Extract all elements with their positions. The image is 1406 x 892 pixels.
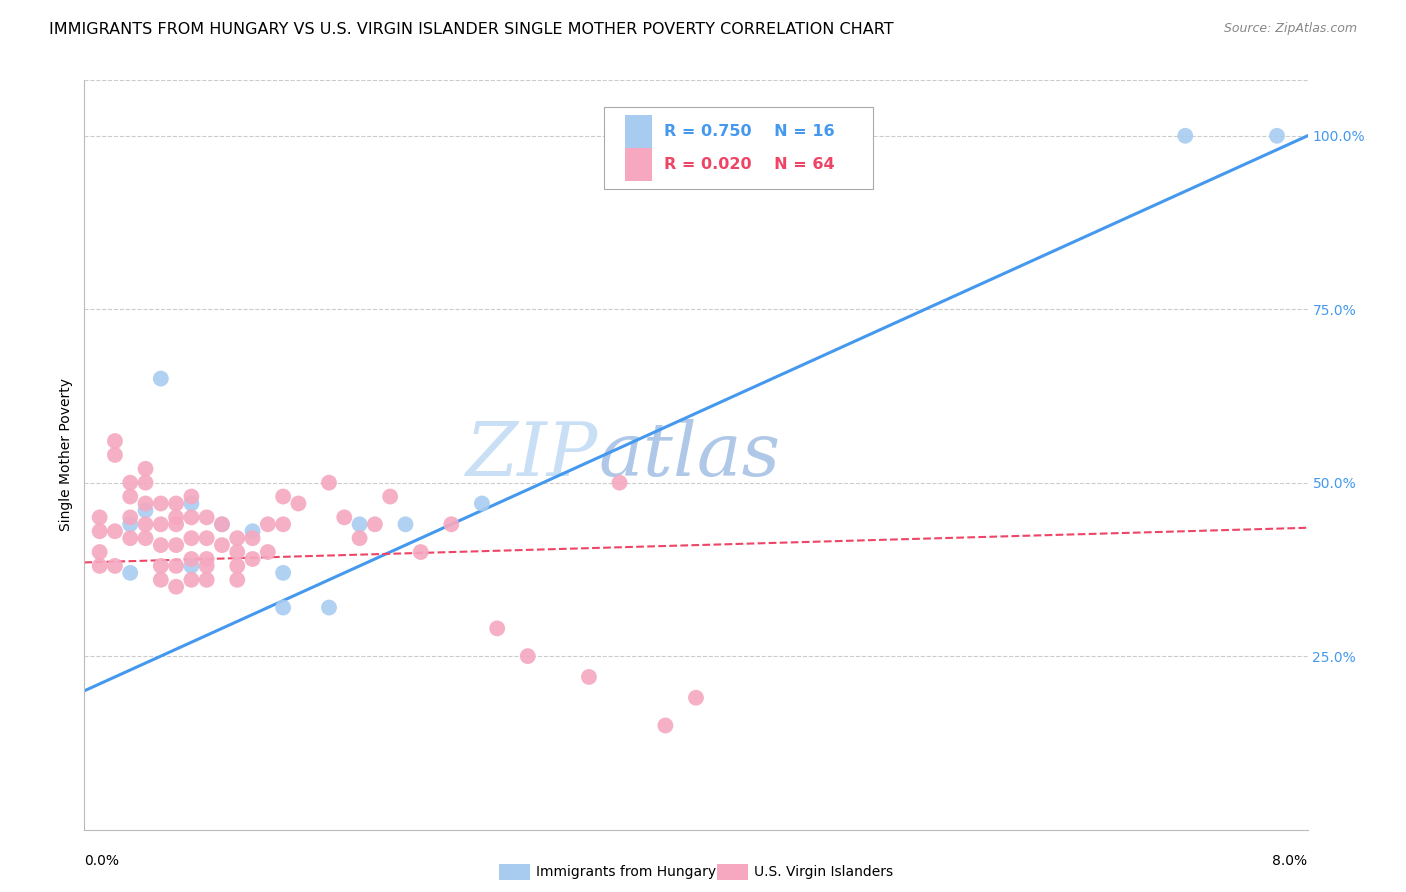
Point xyxy=(120,475,142,490)
Point xyxy=(180,558,202,573)
Point xyxy=(89,510,111,524)
Point xyxy=(135,496,157,510)
Text: U.S. Virgin Islanders: U.S. Virgin Islanders xyxy=(754,865,893,880)
Point xyxy=(165,558,187,573)
Point xyxy=(120,490,142,504)
Point xyxy=(149,538,172,552)
Text: R = 0.750    N = 16: R = 0.750 N = 16 xyxy=(664,124,835,139)
Point xyxy=(226,545,249,559)
Point xyxy=(165,496,187,510)
Point xyxy=(486,621,509,635)
Point xyxy=(135,503,157,517)
Point xyxy=(104,558,127,573)
Text: ZIP: ZIP xyxy=(465,418,598,491)
Point xyxy=(195,552,218,566)
Point xyxy=(1174,128,1197,143)
Point xyxy=(89,545,111,559)
Point xyxy=(135,475,157,490)
Point xyxy=(242,552,264,566)
Point xyxy=(271,490,294,504)
Point xyxy=(440,517,463,532)
Point xyxy=(89,524,111,539)
Point xyxy=(1265,128,1288,143)
Point xyxy=(104,448,127,462)
FancyBboxPatch shape xyxy=(605,106,873,189)
Point xyxy=(195,531,218,545)
Point xyxy=(394,517,416,532)
Point xyxy=(271,566,294,580)
Point xyxy=(242,531,264,545)
Point xyxy=(180,552,202,566)
Point xyxy=(180,490,202,504)
Point xyxy=(165,538,187,552)
Point xyxy=(226,531,249,545)
Point xyxy=(120,531,142,545)
Point xyxy=(211,538,233,552)
Text: IMMIGRANTS FROM HUNGARY VS U.S. VIRGIN ISLANDER SINGLE MOTHER POVERTY CORRELATIO: IMMIGRANTS FROM HUNGARY VS U.S. VIRGIN I… xyxy=(49,22,894,37)
Point xyxy=(165,510,187,524)
FancyBboxPatch shape xyxy=(626,148,652,181)
Point xyxy=(380,490,402,504)
Point xyxy=(516,649,538,664)
Point xyxy=(149,573,172,587)
Point xyxy=(409,545,432,559)
Point xyxy=(333,510,356,524)
Point xyxy=(364,517,387,532)
Text: R = 0.020    N = 64: R = 0.020 N = 64 xyxy=(664,157,835,171)
Point xyxy=(685,690,707,705)
Point xyxy=(349,517,371,532)
Point xyxy=(89,558,111,573)
Point xyxy=(180,573,202,587)
Point xyxy=(135,462,157,476)
Point xyxy=(180,531,202,545)
Text: 8.0%: 8.0% xyxy=(1272,854,1308,868)
Point xyxy=(149,371,172,385)
Text: atlas: atlas xyxy=(598,418,780,491)
Text: Source: ZipAtlas.com: Source: ZipAtlas.com xyxy=(1223,22,1357,36)
Point xyxy=(195,558,218,573)
Point xyxy=(195,573,218,587)
Point xyxy=(104,524,127,539)
Point xyxy=(120,566,142,580)
Point xyxy=(135,531,157,545)
Text: Immigrants from Hungary: Immigrants from Hungary xyxy=(536,865,716,880)
Point xyxy=(471,496,494,510)
Point xyxy=(257,517,280,532)
Point xyxy=(120,517,142,532)
Point xyxy=(211,517,233,532)
Point xyxy=(271,600,294,615)
Text: 0.0%: 0.0% xyxy=(84,854,120,868)
Point xyxy=(257,545,280,559)
Point xyxy=(271,517,294,532)
Point xyxy=(654,718,676,732)
Point xyxy=(242,524,264,539)
Point xyxy=(104,434,127,448)
Point xyxy=(165,517,187,532)
Point xyxy=(180,496,202,510)
Point xyxy=(609,475,631,490)
Point xyxy=(149,558,172,573)
Point xyxy=(318,600,340,615)
Point xyxy=(578,670,600,684)
FancyBboxPatch shape xyxy=(626,115,652,148)
Point xyxy=(195,510,218,524)
Point xyxy=(211,517,233,532)
Point xyxy=(349,531,371,545)
Point xyxy=(120,510,142,524)
Point xyxy=(180,510,202,524)
Point xyxy=(149,496,172,510)
Point xyxy=(226,573,249,587)
Point xyxy=(287,496,309,510)
Point xyxy=(226,558,249,573)
Y-axis label: Single Mother Poverty: Single Mother Poverty xyxy=(59,378,73,532)
Point xyxy=(149,517,172,532)
Point xyxy=(165,580,187,594)
Point xyxy=(135,517,157,532)
Point xyxy=(318,475,340,490)
